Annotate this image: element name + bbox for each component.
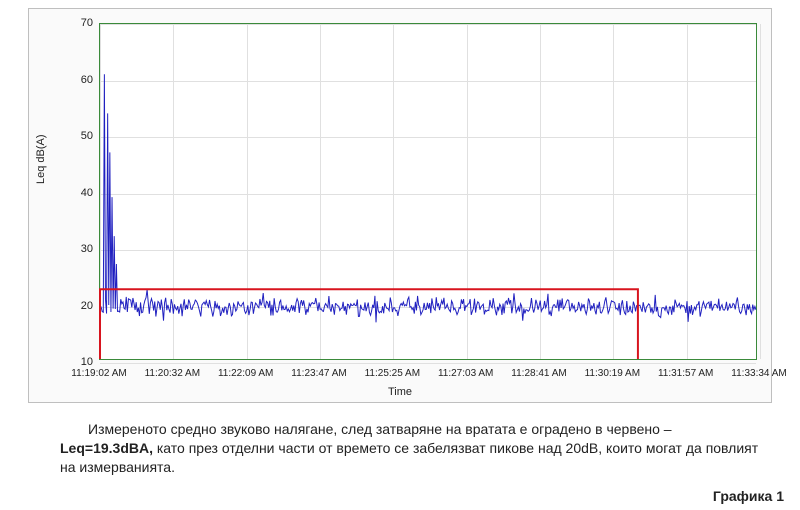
x-tick-label: 11:27:03 AM [438, 368, 493, 379]
x-tick-label: 11:30:19 AM [585, 368, 640, 379]
x-tick-label: 11:28:41 AM [511, 368, 566, 379]
highlight-box [100, 289, 638, 359]
chart-series [100, 24, 756, 359]
caption-pre: Измереното средно звуково налягане, след… [88, 421, 672, 437]
chart-frame: Leq dB(A) Time 1020304050607011:19:02 AM… [28, 8, 772, 403]
y-tick-label: 40 [29, 187, 93, 199]
y-tick-label: 70 [29, 17, 93, 29]
gridline-h [100, 363, 756, 364]
figure-label: Графика 1 [713, 488, 784, 504]
x-tick-label: 11:22:09 AM [218, 368, 273, 379]
x-tick-label: 11:33:34 AM [731, 368, 786, 379]
y-tick-label: 60 [29, 74, 93, 86]
y-tick-label: 20 [29, 300, 93, 312]
y-tick-label: 50 [29, 130, 93, 142]
caption-bold: Leq=19.3dBA, [60, 440, 153, 456]
x-tick-label: 11:23:47 AM [291, 368, 346, 379]
y-tick-label: 10 [29, 356, 93, 368]
signal-line [100, 74, 756, 322]
x-tick-label: 11:31:57 AM [658, 368, 713, 379]
x-tick-label: 11:20:32 AM [145, 368, 200, 379]
x-tick-label: 11:19:02 AM [71, 368, 126, 379]
caption-text: Измереното средно звуково налягане, след… [60, 420, 760, 477]
y-tick-label: 30 [29, 243, 93, 255]
plot-area [99, 23, 757, 360]
x-tick-label: 11:25:25 AM [365, 368, 420, 379]
x-axis-label: Time [29, 386, 771, 398]
gridline-v [760, 24, 761, 359]
caption-post: като през отделни части от времето се за… [60, 440, 758, 475]
